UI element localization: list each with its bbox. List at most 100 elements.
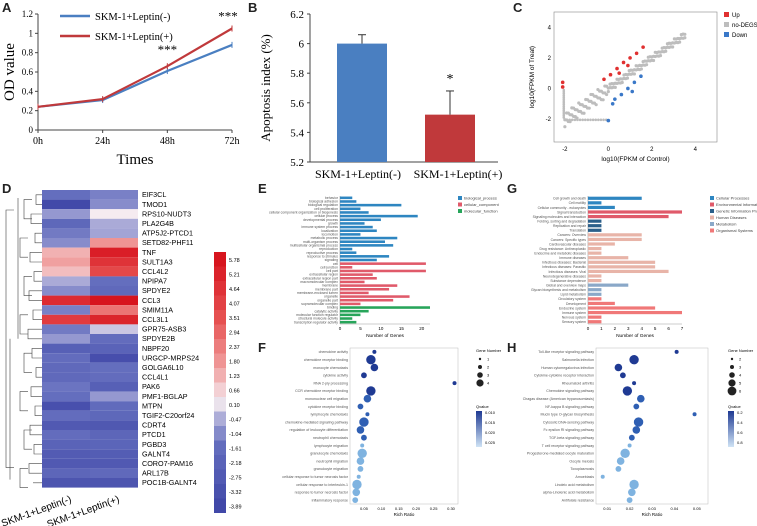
color-scale-block — [214, 339, 226, 354]
nodeg-point — [573, 108, 577, 112]
heatmap-cell — [42, 209, 90, 219]
plot-frame — [553, 11, 718, 143]
y-tick-label: -2 — [546, 117, 552, 123]
heatmap-row-label: SULT1A3 — [142, 257, 173, 266]
category-bar — [588, 283, 629, 287]
category-bar — [340, 211, 369, 214]
size-legend-label: 4 — [487, 381, 490, 386]
heatmap-row-label: PTCD1 — [142, 430, 166, 439]
heatmap-row-label: SPDYE2B — [142, 334, 175, 343]
color-legend-title: Qvalue — [476, 404, 489, 409]
category-label: regulation of leukocyte differentiation — [290, 428, 348, 432]
dendrogram-branch — [23, 199, 32, 220]
category-label: Oocyte meiosis — [569, 459, 594, 463]
dendrogram-branch — [19, 314, 28, 335]
category-label: Sensory system — [562, 320, 586, 324]
category-bar — [588, 301, 615, 306]
category-label: lymphocyte chemotaxis — [311, 413, 349, 417]
x-tick-label: 10 — [378, 326, 384, 331]
heatmap-cell — [42, 410, 90, 421]
heatmap-cell — [90, 401, 138, 411]
bar-1 — [337, 43, 387, 162]
dendrogram-branch — [30, 213, 42, 224]
category-label: Cancers: Overview — [557, 233, 586, 237]
up-point — [617, 71, 621, 75]
nodeg-point — [613, 85, 617, 89]
nodeg-point — [570, 118, 574, 122]
x-tick-label: 0.02 — [626, 506, 635, 511]
category-label: biological adhesion — [309, 200, 338, 204]
heatmap-cell — [90, 372, 138, 382]
y-tick-label: 0.6 — [22, 67, 34, 77]
category-label: macromolecular complex — [300, 280, 338, 284]
nodeg-point — [604, 92, 609, 97]
nodeg-point — [562, 101, 566, 105]
dendrogram-branch — [35, 367, 42, 378]
bubble-point — [619, 372, 626, 379]
color-scale-label: -0.47 — [229, 418, 242, 424]
y-tick-label: 0 — [548, 86, 552, 92]
heatmap-row-label: RPS10-NUDT3 — [142, 209, 191, 218]
nodeg-point — [627, 69, 631, 73]
down-point — [606, 118, 611, 123]
heatmap-cell — [42, 199, 90, 210]
dendrogram-branch — [28, 463, 42, 474]
nodeg-point — [562, 99, 566, 103]
bubble-point — [360, 443, 365, 448]
heatmap-cell — [90, 420, 138, 430]
size-legend-label: 6 — [739, 389, 742, 394]
category-bar — [340, 214, 418, 218]
legend-swatch — [710, 222, 714, 226]
size-legend-dot — [478, 357, 482, 361]
x-tick-label: 72h — [225, 136, 240, 147]
category-bar — [340, 284, 398, 287]
legend-label: no-DEGS — [732, 23, 757, 29]
category-label: Mucin type O-glycan biosynthesis — [540, 413, 594, 417]
legend-label: Metabolism — [716, 222, 737, 227]
bubble-point — [632, 426, 641, 434]
heatmap-cell — [90, 458, 138, 469]
nodeg-point — [658, 50, 663, 54]
nodeg-point — [587, 99, 591, 103]
nodeg-point — [610, 86, 614, 90]
size-legend-label: 1 — [487, 357, 490, 362]
heatmap-row-label: TNF — [142, 248, 157, 257]
nodeg-point — [599, 118, 603, 122]
bubble-point — [633, 403, 640, 410]
category-label: response to stimulus — [307, 254, 338, 258]
dendrogram-branch — [23, 276, 32, 296]
category-bar — [340, 222, 365, 225]
heatmap-cell — [42, 295, 90, 306]
x-tick-label: 0.05 — [693, 506, 702, 511]
y-tick-label: 5.4 — [290, 127, 304, 139]
category-label: Global and overview maps — [546, 284, 586, 288]
category-label: Fc epsilon RI signaling pathway — [543, 428, 594, 432]
down-point — [630, 89, 635, 94]
category-label: Glycan biosynthesis and metabolism — [531, 288, 586, 292]
heatmap-cell — [90, 324, 138, 334]
heatmap-row-label: NBPF20 — [142, 344, 169, 353]
category-label: organelle — [324, 295, 338, 299]
heatmap-row-label: CORO7-PAM16 — [142, 459, 193, 468]
color-scale-label: 5.21 — [229, 273, 240, 279]
x-tick-label: 1 — [600, 326, 603, 331]
nodeg-point — [586, 118, 590, 122]
heatmap-row-label: EIF3CL — [142, 190, 166, 199]
category-bar — [340, 251, 357, 254]
bubble-point — [627, 443, 632, 448]
down-point — [619, 92, 624, 97]
panel-label-g: G — [507, 181, 518, 196]
category-label: Replication and repair — [553, 224, 587, 228]
dendrogram-branch — [23, 429, 32, 450]
color-scale-label: 2.94 — [229, 331, 240, 337]
category-label: cell — [333, 262, 338, 266]
bubble-point — [626, 497, 633, 503]
heatmap-row-label: PMF1-BGLAP — [142, 392, 188, 401]
heatmap-row-label: URGCP-MRPS24 — [142, 353, 199, 362]
series-line-1 — [37, 43, 233, 108]
category-label: lymphocyte migration — [314, 444, 348, 448]
nodeg-point — [618, 81, 623, 85]
size-legend-title: Gene Number — [476, 348, 502, 353]
color-scale-block — [214, 252, 226, 267]
dendrogram-branch — [34, 405, 42, 416]
